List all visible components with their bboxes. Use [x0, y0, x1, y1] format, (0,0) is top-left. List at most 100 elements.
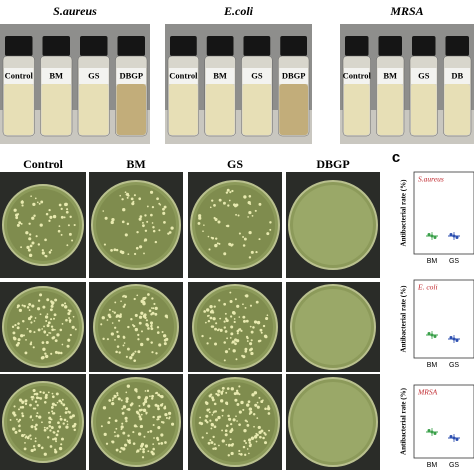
colony: [137, 432, 142, 436]
colony: [143, 435, 146, 438]
colony: [34, 197, 37, 200]
vial-label: Control: [169, 70, 198, 80]
colony: [154, 306, 158, 311]
colony: [230, 451, 234, 456]
vial-liquid: [411, 84, 437, 135]
colony: [30, 448, 34, 453]
vial-liquid: [4, 84, 34, 135]
colony: [229, 430, 233, 434]
colony: [115, 315, 118, 318]
vial-liquid: [377, 84, 403, 135]
colony: [33, 331, 36, 334]
colony: [121, 407, 124, 410]
colony: [235, 415, 237, 418]
colony: [18, 418, 22, 422]
colony: [198, 216, 202, 220]
colony: [152, 447, 155, 451]
colony: [116, 434, 120, 438]
colony: [255, 440, 258, 443]
colony: [32, 202, 36, 206]
colony: [108, 399, 112, 402]
colony: [58, 203, 62, 207]
colony: [18, 429, 22, 433]
colony: [201, 436, 204, 439]
colony: [125, 355, 128, 358]
colony: [214, 447, 217, 450]
colony: [151, 222, 154, 224]
colony: [50, 352, 53, 355]
colony: [155, 352, 158, 355]
colony: [124, 233, 128, 237]
colony: [231, 310, 236, 315]
colony: [162, 334, 167, 338]
colony: [217, 415, 221, 420]
colony: [157, 426, 161, 430]
colony: [34, 437, 37, 440]
colony: [246, 403, 250, 407]
colony: [31, 216, 35, 220]
colony: [47, 391, 50, 394]
plate-agar: [195, 382, 275, 462]
colony: [138, 321, 142, 325]
colony: [132, 442, 136, 445]
colony: [54, 339, 58, 343]
colony: [120, 425, 124, 429]
colony: [16, 326, 20, 330]
colony: [65, 318, 68, 322]
colony: [123, 294, 125, 297]
colony: [127, 439, 131, 444]
colony: [18, 308, 22, 312]
colony: [69, 215, 72, 218]
colony: [66, 208, 69, 211]
vial-label: BM: [49, 70, 63, 80]
colony: [223, 359, 226, 362]
colony: [232, 418, 236, 422]
colony: [29, 434, 32, 437]
colony: [56, 401, 59, 404]
colony: [225, 401, 229, 405]
colony: [61, 303, 65, 307]
colony: [17, 322, 20, 325]
colony: [243, 439, 246, 443]
vial-label: BM: [213, 70, 227, 80]
colony: [15, 343, 19, 347]
colony: [42, 347, 46, 351]
vial-label-strip: [344, 68, 370, 84]
colony: [24, 399, 28, 403]
colony: [218, 242, 221, 245]
colony: [242, 235, 245, 238]
vial-label: Control: [5, 70, 34, 80]
colony: [122, 405, 127, 409]
colony: [213, 410, 216, 413]
colony: [55, 433, 59, 437]
colony: [113, 394, 117, 398]
colony: [137, 350, 141, 354]
colony: [29, 233, 32, 236]
colony: [259, 435, 262, 439]
colony: [47, 411, 50, 414]
colony: [171, 422, 175, 426]
colony: [31, 419, 34, 421]
colony: [122, 344, 125, 347]
colony: [58, 446, 63, 451]
colony: [139, 215, 143, 218]
colony: [120, 428, 123, 431]
colony: [49, 215, 53, 219]
point: [452, 234, 456, 238]
colony: [151, 297, 154, 300]
colony: [238, 449, 241, 453]
colony: [111, 401, 115, 406]
colony: [242, 408, 245, 411]
colony: [133, 424, 137, 428]
colony: [65, 425, 69, 429]
colony: [44, 254, 47, 257]
colony: [20, 334, 24, 338]
colony: [223, 201, 226, 205]
colony: [117, 319, 121, 322]
colony: [47, 321, 51, 325]
colony: [140, 413, 143, 416]
colony: [113, 248, 117, 252]
colony: [57, 229, 61, 233]
colony: [168, 231, 172, 234]
vial-label: DB: [451, 70, 463, 80]
